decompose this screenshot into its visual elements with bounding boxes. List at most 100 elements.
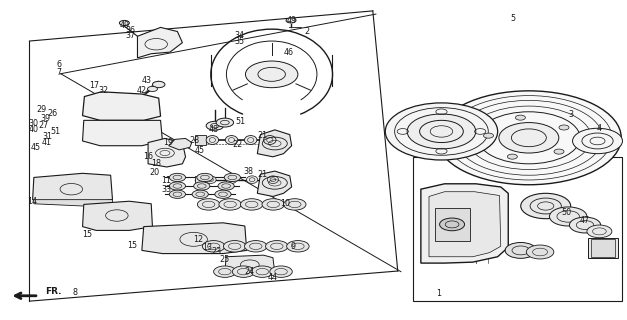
Text: 22: 22 — [232, 140, 243, 149]
Circle shape — [219, 199, 241, 210]
Circle shape — [147, 86, 157, 92]
Circle shape — [169, 190, 186, 198]
Polygon shape — [421, 184, 508, 263]
Text: 4: 4 — [597, 124, 602, 133]
Text: 36: 36 — [125, 26, 135, 35]
Circle shape — [152, 81, 165, 88]
Circle shape — [526, 245, 554, 259]
Text: 49: 49 — [287, 16, 297, 25]
Text: 7: 7 — [56, 68, 61, 77]
Polygon shape — [257, 171, 292, 196]
Circle shape — [270, 266, 292, 277]
Circle shape — [245, 61, 298, 88]
Polygon shape — [142, 223, 246, 253]
Text: 29: 29 — [37, 105, 47, 114]
Text: 20: 20 — [149, 168, 159, 177]
Circle shape — [385, 103, 498, 160]
Circle shape — [483, 133, 493, 138]
Text: 47: 47 — [580, 216, 590, 225]
Text: 34: 34 — [235, 31, 245, 40]
Polygon shape — [148, 139, 186, 167]
Circle shape — [515, 115, 525, 120]
Circle shape — [215, 190, 231, 198]
Polygon shape — [169, 139, 192, 150]
Circle shape — [251, 266, 273, 277]
Text: 35: 35 — [234, 36, 245, 45]
Text: 21: 21 — [257, 171, 267, 180]
Circle shape — [192, 190, 208, 198]
Text: 9: 9 — [291, 242, 296, 251]
Text: 45: 45 — [31, 143, 41, 152]
Text: 51: 51 — [51, 127, 61, 136]
Text: 25: 25 — [219, 255, 230, 264]
Text: 17: 17 — [88, 81, 99, 90]
Bar — [435, 208, 470, 241]
Circle shape — [587, 225, 612, 238]
Text: FR.: FR. — [45, 287, 61, 296]
Circle shape — [505, 243, 536, 258]
Circle shape — [569, 217, 601, 233]
Circle shape — [241, 199, 263, 210]
Text: 15: 15 — [127, 241, 137, 250]
Circle shape — [245, 241, 267, 252]
Ellipse shape — [205, 176, 216, 183]
Text: 27: 27 — [39, 121, 49, 130]
Text: 32: 32 — [98, 86, 108, 95]
Circle shape — [262, 199, 285, 210]
Circle shape — [499, 123, 559, 153]
Polygon shape — [137, 28, 182, 58]
Ellipse shape — [263, 136, 276, 144]
Circle shape — [206, 121, 224, 130]
Text: 16: 16 — [143, 152, 153, 161]
Ellipse shape — [246, 176, 258, 183]
Ellipse shape — [440, 218, 465, 231]
Polygon shape — [257, 130, 292, 157]
Text: 18: 18 — [151, 159, 161, 168]
Ellipse shape — [245, 136, 257, 144]
Ellipse shape — [267, 176, 278, 183]
Polygon shape — [83, 92, 161, 120]
Text: 48: 48 — [209, 125, 219, 134]
Circle shape — [203, 241, 225, 252]
Text: 23: 23 — [211, 247, 221, 257]
Polygon shape — [83, 120, 162, 146]
Circle shape — [287, 241, 309, 252]
Circle shape — [197, 173, 213, 181]
Polygon shape — [34, 200, 112, 206]
Text: 13: 13 — [203, 243, 213, 252]
Text: 46: 46 — [283, 48, 293, 57]
Text: 28: 28 — [190, 136, 200, 146]
Ellipse shape — [225, 136, 238, 144]
Polygon shape — [429, 192, 501, 257]
Text: 3: 3 — [568, 109, 573, 118]
Circle shape — [233, 266, 255, 277]
Circle shape — [224, 173, 241, 181]
Text: 11: 11 — [161, 176, 171, 185]
Text: 40: 40 — [29, 125, 39, 134]
Ellipse shape — [226, 176, 237, 183]
Text: 45: 45 — [195, 146, 205, 155]
Text: 50: 50 — [561, 208, 571, 217]
Polygon shape — [33, 173, 112, 204]
Circle shape — [119, 20, 129, 26]
Text: 39: 39 — [40, 114, 50, 123]
Circle shape — [407, 114, 476, 149]
Circle shape — [169, 182, 186, 190]
Bar — [195, 176, 205, 183]
Text: 2: 2 — [305, 27, 310, 36]
Text: 42: 42 — [137, 86, 147, 95]
Text: 33: 33 — [161, 185, 171, 194]
Text: 6: 6 — [56, 60, 61, 69]
Text: 51: 51 — [235, 117, 246, 126]
Bar — [195, 135, 206, 145]
Text: 8: 8 — [73, 288, 78, 297]
Circle shape — [559, 125, 569, 130]
Text: 37: 37 — [125, 31, 135, 40]
Circle shape — [266, 241, 288, 252]
Text: 1: 1 — [436, 289, 441, 298]
Bar — [588, 238, 618, 258]
Text: 12: 12 — [194, 236, 204, 244]
Polygon shape — [83, 201, 152, 230]
Circle shape — [214, 266, 236, 277]
Circle shape — [521, 193, 571, 219]
